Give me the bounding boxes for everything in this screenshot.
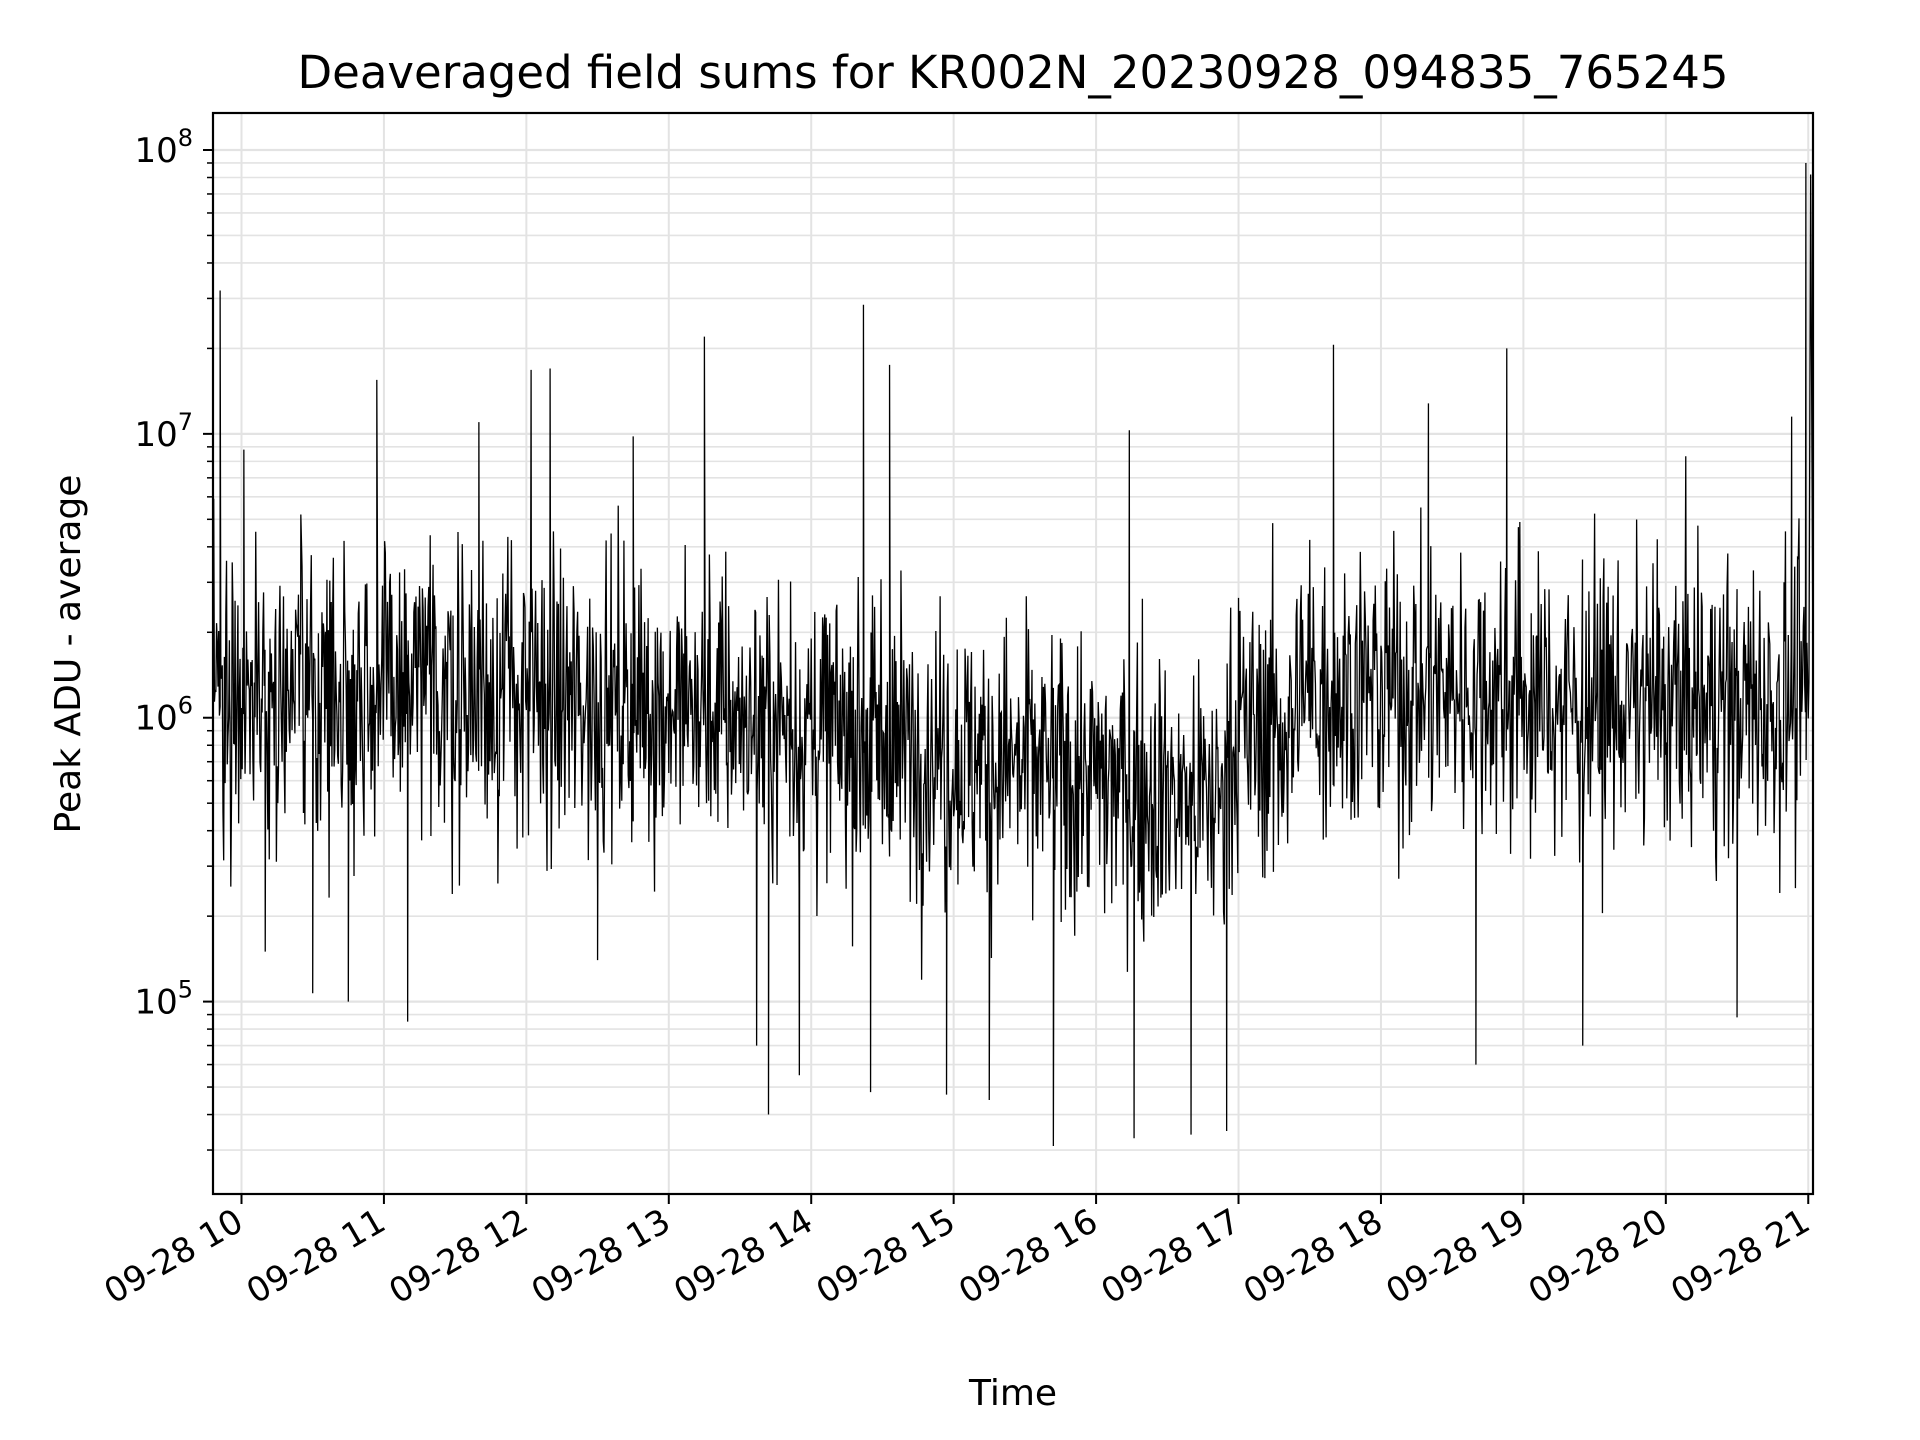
x-tick-label: 09-28 16 (952, 1201, 1104, 1312)
x-tick-label: 09-28 18 (1237, 1201, 1389, 1312)
y-axis-ticks: 105 106 107 108 (134, 124, 213, 1151)
x-tick-label: 09-28 21 (1664, 1201, 1816, 1312)
data-series (212, 162, 1814, 1146)
x-tick-label: 09-28 20 (1522, 1201, 1674, 1312)
plot-frame (211, 111, 1815, 1196)
x-axis-label: Time (968, 1373, 1057, 1414)
y-tick-label: 106 (134, 692, 193, 739)
chart-title: Deaveraged field sums for KR002N_2023092… (298, 46, 1729, 99)
series-line (212, 162, 1814, 1146)
grid (213, 113, 1813, 1194)
y-axis-label: Peak ADU - average (48, 475, 89, 834)
x-tick-label: 09-28 13 (525, 1201, 677, 1312)
x-tick-label: 09-28 12 (382, 1201, 534, 1312)
x-tick-label: 09-28 14 (667, 1201, 819, 1312)
x-tick-label: 09-28 15 (810, 1201, 962, 1312)
y-tick-label: 107 (134, 408, 193, 455)
x-tick-label: 09-28 11 (240, 1201, 392, 1312)
x-tick-label: 09-28 17 (1095, 1201, 1247, 1312)
y-tick-label: 105 (134, 976, 193, 1023)
x-tick-label: 09-28 10 (98, 1201, 250, 1312)
y-tick-label: 108 (134, 124, 193, 171)
x-tick-label: 09-28 19 (1379, 1201, 1531, 1312)
